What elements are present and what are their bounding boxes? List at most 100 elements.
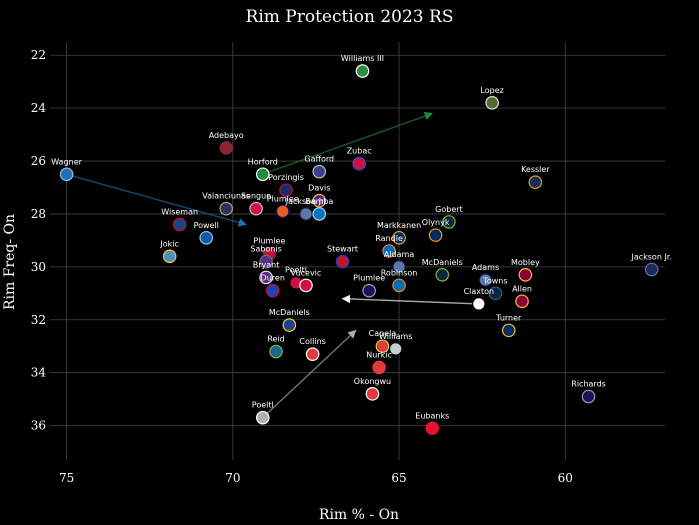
data-points [59, 64, 659, 436]
point-label: Porzingis [268, 173, 304, 182]
point-label: Stewart [327, 245, 358, 254]
data-point [472, 297, 486, 311]
data-point [259, 254, 273, 269]
point-label: Adebayo [209, 131, 244, 140]
data-point [219, 201, 233, 216]
point-label: Sabonis [250, 245, 281, 254]
point-label: Robinson [381, 268, 418, 277]
y-tick-label: 22 [31, 48, 46, 62]
data-point [249, 201, 263, 216]
point-label: Reid [267, 335, 284, 344]
point-label: McDaniels [422, 258, 463, 267]
point-label: Bamba [305, 197, 333, 206]
data-point [352, 156, 366, 171]
point-label: Adams [472, 263, 499, 272]
point-label: Powell [194, 221, 219, 230]
data-point [501, 323, 516, 338]
point-label: Jackson Jr. [630, 253, 671, 262]
point-label: Valanciunas [202, 192, 250, 201]
point-label: Plumlee [267, 194, 299, 203]
data-point [355, 64, 370, 78]
point-label: Wiseman [161, 208, 198, 217]
data-point [162, 249, 177, 264]
data-point [518, 268, 533, 282]
point-label: Davis [308, 184, 330, 193]
data-point [312, 207, 327, 221]
data-point [528, 175, 543, 190]
data-point [428, 228, 443, 242]
point-label: Zubac [347, 147, 372, 156]
point-label: Eubanks [415, 411, 449, 420]
point-label: Turner [495, 313, 522, 322]
point-label: Gobert [435, 205, 463, 214]
point-label: Randle [375, 234, 403, 243]
grid-lines [50, 42, 665, 460]
point-label: Bryant [253, 260, 280, 269]
point-label: Williams [379, 332, 413, 341]
data-point [644, 262, 659, 277]
point-labels: Williams III Lopez Adebayo Wagner Horford Gaf… [51, 54, 672, 420]
point-label: Lopez [480, 86, 503, 95]
point-label: Collins [299, 337, 325, 346]
x-axis-label: Rim % - On [319, 507, 399, 523]
data-point [269, 344, 283, 359]
point-label: Capela [369, 329, 397, 338]
data-point [312, 193, 327, 208]
data-point [365, 387, 380, 401]
chart-title: Rim Protection 2023 RS [246, 7, 454, 27]
axis-ticks: 75 70 65 60 22 24 26 28 30 32 34 36 [31, 48, 573, 485]
data-point [279, 183, 293, 197]
data-point [435, 268, 450, 282]
point-label: Jackson Jr. [285, 197, 326, 206]
data-point [425, 421, 440, 436]
movement-arrow [341, 294, 479, 305]
point-label: Poeltl [252, 401, 274, 410]
point-label: Wagner [51, 157, 82, 166]
point-label: Duren [261, 274, 285, 283]
x-tick-label: 60 [558, 471, 573, 485]
data-point [259, 270, 273, 285]
data-point [375, 339, 390, 354]
y-tick-label: 26 [31, 154, 46, 168]
y-axis-label: Rim Freq- On [2, 214, 18, 310]
point-label: Towns [482, 276, 507, 285]
point-label: Okongwu [354, 377, 391, 386]
data-point [442, 215, 456, 229]
movement-arrow [262, 112, 434, 175]
movement-arrow [262, 329, 357, 419]
x-tick-label: 75 [59, 471, 74, 485]
data-point [265, 283, 280, 298]
point-label: Plumlee [353, 274, 385, 283]
point-label: Sengun [241, 192, 271, 201]
data-point [392, 260, 406, 274]
point-label: Olynyk [422, 218, 450, 227]
data-point [372, 360, 386, 375]
point-label: Vucevic [291, 268, 322, 277]
point-label: Mobley [511, 258, 540, 267]
point-label: Horford [248, 157, 278, 166]
y-tick-label: 28 [31, 207, 46, 221]
point-label: Williams III [341, 54, 384, 63]
data-point [335, 254, 350, 269]
y-tick-label: 24 [31, 101, 47, 115]
point-label: Richards [571, 380, 606, 389]
data-point [199, 230, 214, 245]
data-point [388, 342, 403, 356]
point-label: Claxton [464, 287, 495, 296]
data-point [299, 278, 313, 293]
y-tick-label: 30 [31, 260, 46, 274]
data-point [312, 164, 327, 179]
data-point [219, 141, 233, 155]
data-point [299, 207, 313, 221]
data-point [275, 204, 290, 219]
point-label: Plumlee [253, 237, 285, 246]
data-point [581, 389, 596, 404]
x-tick-label: 65 [391, 471, 406, 485]
data-point [392, 230, 406, 245]
arrows [66, 112, 479, 419]
data-point [485, 96, 499, 110]
data-point [172, 217, 187, 232]
data-point [305, 347, 320, 361]
movement-arrow [66, 173, 247, 227]
